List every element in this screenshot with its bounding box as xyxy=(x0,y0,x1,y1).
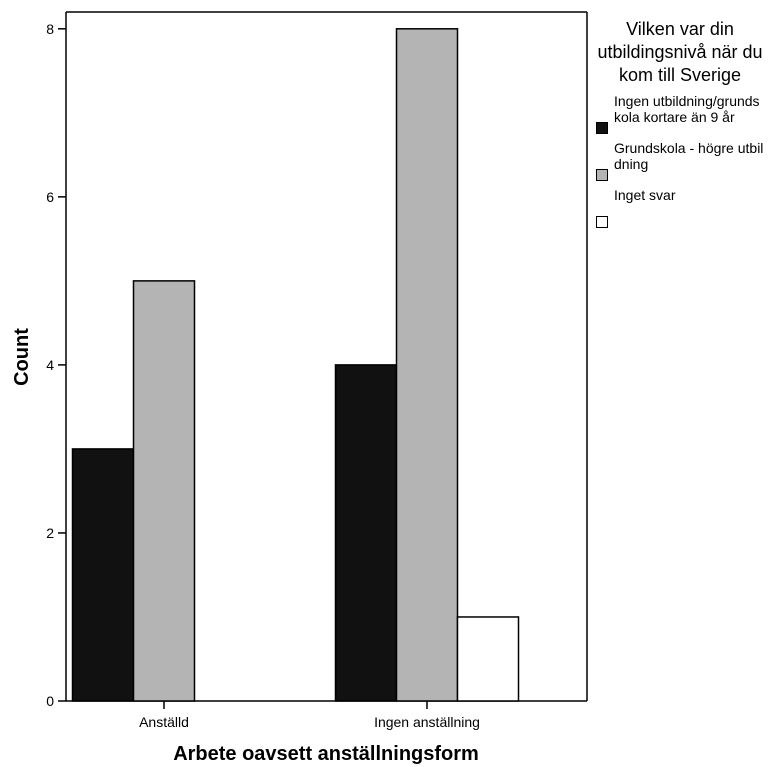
legend: Vilken var din utbildingsnivå när du kom… xyxy=(590,18,770,228)
legend-label-ingen-utbildning: Ingen utbildning/grundskola kortare än 9… xyxy=(614,93,760,125)
legend-item-inget-svar: Inget svar xyxy=(590,187,770,228)
x-axis: Anställd Ingen anställning xyxy=(139,701,480,730)
bar-ingen-anställning-series-1 xyxy=(395,28,459,702)
y-tick-label: 4 xyxy=(46,357,54,373)
legend-item-grundskola: Grundskola - högre utbildning xyxy=(590,140,770,181)
x-axis-title: Arbete oavsett anställningsform xyxy=(173,743,479,765)
legend-label-inget-svar: Inget svar xyxy=(614,187,676,203)
legend-label-grundskola: Grundskola - högre utbildning xyxy=(614,140,764,172)
bar-ingen-anställning-series-2 xyxy=(456,616,520,702)
x-tick-label-ingen-anställning: Ingen anställning xyxy=(374,714,480,730)
legend-title: Vilken var din utbildingsnivå när du kom… xyxy=(597,19,763,85)
y-tick-label: 8 xyxy=(46,21,54,37)
bars-group xyxy=(71,28,520,702)
bar-ingen-anställning-series-0 xyxy=(334,364,398,702)
bar-anställd-series-0 xyxy=(71,448,135,702)
y-tick-label: 6 xyxy=(46,189,54,205)
y-tick-label: 0 xyxy=(46,693,54,709)
legend-item-ingen-utbildning: Ingen utbildning/grundskola kortare än 9… xyxy=(590,93,770,134)
legend-swatch-grundskola xyxy=(596,169,608,181)
legend-swatch-ingen-utbildning xyxy=(596,122,608,134)
legend-swatch-inget-svar xyxy=(596,216,608,228)
y-axis-title: Count xyxy=(11,328,33,386)
bar-anställd-series-1 xyxy=(132,280,196,702)
y-axis: 0 2 4 6 8 xyxy=(46,21,66,709)
x-tick-label-anställd: Anställd xyxy=(139,714,189,730)
y-tick-label: 2 xyxy=(46,525,54,541)
